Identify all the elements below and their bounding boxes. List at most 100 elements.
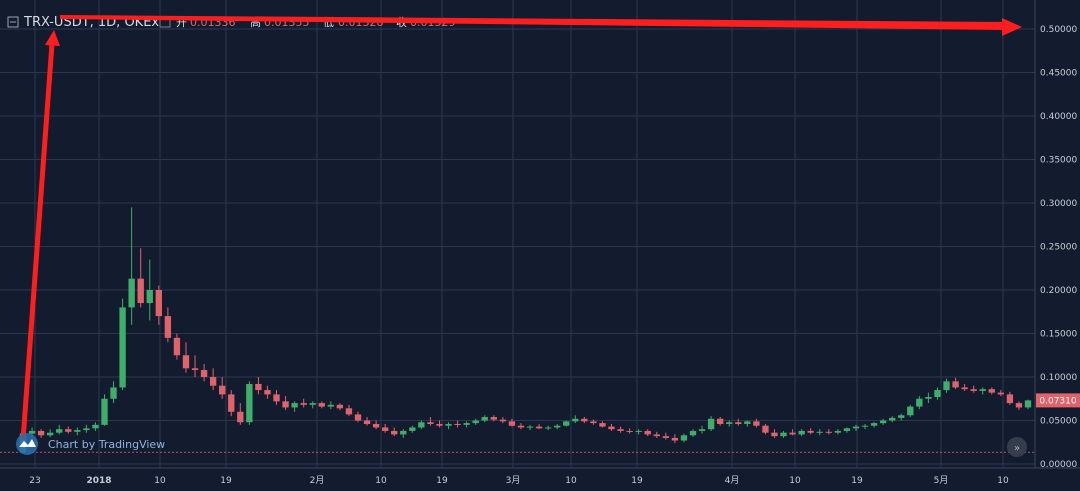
candle-body xyxy=(164,316,172,338)
watermark-text: Chart by TradingView xyxy=(48,438,165,451)
candle-body xyxy=(237,411,244,423)
x-tick-label: 10 xyxy=(789,476,801,486)
scroll-to-realtime-button[interactable]: » xyxy=(1007,437,1027,457)
candle-body xyxy=(200,370,208,377)
candle-body xyxy=(726,422,733,424)
candle-body xyxy=(273,394,280,402)
x-tick-label: 19 xyxy=(220,476,232,486)
y-tick-label: 0.40000 xyxy=(1040,112,1077,122)
y-tick-label: 0.15000 xyxy=(1040,330,1077,340)
candle-body xyxy=(110,387,117,399)
candle-body xyxy=(753,421,760,426)
y-tick-label: 0.05000 xyxy=(1040,417,1077,427)
y-tick-label: 0.20000 xyxy=(1040,286,1077,296)
vertical-arrow-shaft xyxy=(20,43,55,441)
candle-body xyxy=(427,422,434,424)
y-tick-label: 0.35000 xyxy=(1040,156,1077,166)
candle-body xyxy=(689,430,697,436)
candle-body xyxy=(544,427,552,429)
candle-body xyxy=(572,418,579,422)
candle-body xyxy=(219,385,226,395)
candle-body xyxy=(65,429,72,432)
candle-body xyxy=(83,428,90,431)
tradingview-cloud-icon xyxy=(19,439,36,447)
horizontal-arrow-shaft xyxy=(60,15,1005,30)
candle-body xyxy=(282,401,289,408)
candle-body xyxy=(608,426,615,430)
y-tick-label: 0.25000 xyxy=(1040,243,1077,253)
candle-body xyxy=(780,432,787,437)
candle-body xyxy=(870,423,878,426)
candle-body xyxy=(997,392,1005,395)
candle-body xyxy=(716,418,724,424)
candle-body xyxy=(182,355,190,369)
tradingview-watermark[interactable]: Chart by TradingView xyxy=(16,433,165,455)
candle-body xyxy=(155,290,162,317)
double-chevron-right-icon: » xyxy=(1014,443,1020,454)
candle-body xyxy=(119,307,126,388)
candle-body xyxy=(861,425,869,427)
candle-body xyxy=(291,403,298,408)
candle-body xyxy=(300,403,307,405)
candle-body xyxy=(318,403,325,407)
candle-body xyxy=(74,430,81,432)
candle-body xyxy=(228,394,235,412)
x-tick-label: 4月 xyxy=(725,475,740,486)
x-tick-label: 2018 xyxy=(86,476,111,486)
candle-body xyxy=(834,430,842,433)
candle-body xyxy=(934,390,941,398)
candle-body xyxy=(56,429,63,433)
candle-body xyxy=(46,432,54,436)
candle-body xyxy=(653,434,660,437)
x-tick-label: 19 xyxy=(436,476,448,486)
candle-body xyxy=(372,423,380,428)
candle-body xyxy=(381,427,389,431)
candle-body xyxy=(255,383,262,391)
candle-body xyxy=(354,414,362,421)
candle-body xyxy=(554,425,561,428)
candle-body xyxy=(843,428,851,431)
x-tick-label: 10 xyxy=(375,476,387,486)
candle-body xyxy=(644,430,651,435)
candle-body xyxy=(680,435,688,441)
y-tick-label: 0.10000 xyxy=(1040,373,1077,383)
candle-body xyxy=(445,423,452,426)
open-label: 开 xyxy=(176,16,187,29)
candle-body xyxy=(825,431,832,433)
candle-body xyxy=(916,398,923,407)
candle-body xyxy=(563,421,570,426)
x-tick-label: 10 xyxy=(154,476,166,486)
candle-body xyxy=(970,389,977,391)
candle-body xyxy=(508,421,516,426)
candle-body xyxy=(481,417,488,421)
candle-body xyxy=(137,278,144,304)
collapse-legend-icon[interactable] xyxy=(7,16,19,28)
candle-body xyxy=(671,437,679,441)
candle-body xyxy=(191,368,199,371)
candle-body xyxy=(28,430,36,434)
y-tick-label: 0.45000 xyxy=(1040,69,1077,79)
scroll-button-circle xyxy=(1007,437,1027,457)
candle-body xyxy=(925,397,932,399)
candle-body xyxy=(327,404,335,407)
candle-body xyxy=(128,278,135,308)
candle-body xyxy=(418,422,425,428)
candle-body xyxy=(391,430,398,435)
candle-body xyxy=(599,423,606,427)
candle-body xyxy=(409,427,416,431)
candle-body xyxy=(816,431,823,433)
candle-body xyxy=(463,423,470,425)
candle-body xyxy=(517,425,525,428)
candle-body xyxy=(898,415,905,418)
candle-body xyxy=(798,430,805,435)
candle-body xyxy=(581,418,588,422)
candle-body xyxy=(617,429,624,431)
x-tick-label: 23 xyxy=(29,476,40,486)
price-badge-box xyxy=(1036,393,1080,408)
candle-body xyxy=(146,290,153,304)
candle-body xyxy=(490,417,497,420)
candle-body xyxy=(400,430,407,435)
candle-body xyxy=(1015,403,1023,408)
